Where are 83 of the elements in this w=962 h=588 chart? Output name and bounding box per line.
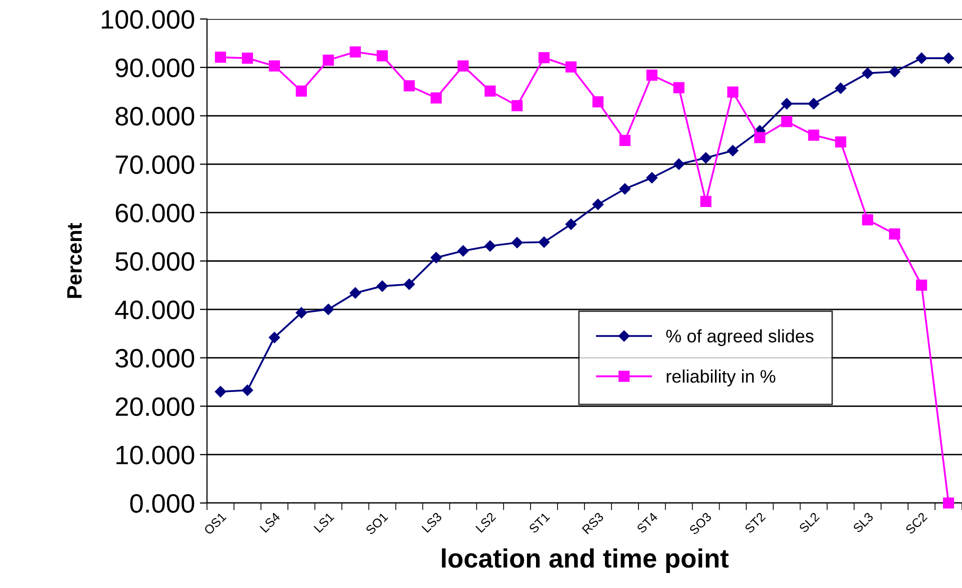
point xyxy=(808,130,820,141)
point xyxy=(511,237,523,248)
point xyxy=(862,68,874,79)
point xyxy=(268,332,280,344)
legend-label: % of agreed slides xyxy=(666,329,814,346)
point xyxy=(376,50,388,62)
point xyxy=(322,54,334,66)
point xyxy=(242,384,254,396)
x-tick-label: ST2 xyxy=(744,512,766,534)
point xyxy=(888,66,900,78)
point xyxy=(565,61,577,72)
point xyxy=(808,98,820,110)
x-tick-label: SO1 xyxy=(365,512,388,536)
y-tick-label: 90.000 xyxy=(116,58,194,78)
point xyxy=(619,134,630,146)
y-tick-label: 10.000 xyxy=(116,446,194,464)
y-tick-label: 80.000 xyxy=(116,106,194,126)
point xyxy=(889,228,900,240)
x-tick-label: LS4 xyxy=(260,512,281,533)
point xyxy=(673,82,684,94)
legend-label: reliability in % xyxy=(666,370,776,386)
point xyxy=(835,82,846,94)
point xyxy=(727,86,738,98)
y-tick-label: 100.000 xyxy=(102,10,194,29)
x-tick-label: ST4 xyxy=(636,512,658,534)
x-axis-title: location and time point xyxy=(442,548,729,573)
point xyxy=(619,183,631,194)
point xyxy=(296,86,307,97)
x-tick-label: ST1 xyxy=(528,512,550,534)
point xyxy=(538,52,550,64)
point xyxy=(942,52,954,64)
point xyxy=(350,287,361,299)
point xyxy=(592,96,604,108)
point xyxy=(242,52,253,64)
point xyxy=(700,196,712,208)
x-tick-label: OS1 xyxy=(203,512,227,536)
point xyxy=(916,280,928,291)
point xyxy=(835,136,846,148)
point xyxy=(646,172,658,184)
point xyxy=(646,70,658,81)
point xyxy=(565,218,577,230)
point xyxy=(376,280,388,292)
x-tick-label: SC2 xyxy=(904,512,928,535)
point xyxy=(404,80,415,92)
point xyxy=(268,60,280,72)
point xyxy=(458,245,469,256)
y-tick-label: 0.000 xyxy=(130,494,194,513)
y-tick-label: 30.000 xyxy=(115,348,194,368)
point xyxy=(727,145,738,156)
point xyxy=(781,116,792,128)
point xyxy=(700,152,712,164)
point xyxy=(754,132,766,144)
x-tick-label: LS3 xyxy=(421,512,442,533)
x-tick-label: SL3 xyxy=(852,512,874,534)
point xyxy=(942,497,954,509)
y-tick-label: 50.000 xyxy=(116,252,194,271)
point xyxy=(214,386,226,398)
y-tick-label: 40.000 xyxy=(115,300,194,320)
point xyxy=(484,240,496,252)
point xyxy=(512,100,523,112)
point xyxy=(862,214,874,226)
point xyxy=(430,92,442,104)
x-tick-label: LS1 xyxy=(314,512,334,533)
point xyxy=(538,236,550,248)
x-tick-label: SL2 xyxy=(798,512,820,534)
point xyxy=(458,60,469,72)
point xyxy=(484,86,496,97)
point xyxy=(592,198,604,210)
point xyxy=(781,98,792,110)
x-tick-label: LS2 xyxy=(475,512,496,533)
point xyxy=(916,52,928,64)
x-tick-label: SO3 xyxy=(688,512,712,536)
y-tick-label: 70.000 xyxy=(116,155,194,174)
point xyxy=(404,278,415,290)
point xyxy=(322,304,334,316)
point xyxy=(296,307,307,318)
y-tick-label: 60.000 xyxy=(116,204,194,222)
y-tick-label: 20.000 xyxy=(116,397,194,416)
y-axis-title: Percent xyxy=(67,223,82,298)
point xyxy=(350,46,361,58)
point xyxy=(214,52,226,63)
point xyxy=(430,252,442,264)
point xyxy=(673,158,684,170)
